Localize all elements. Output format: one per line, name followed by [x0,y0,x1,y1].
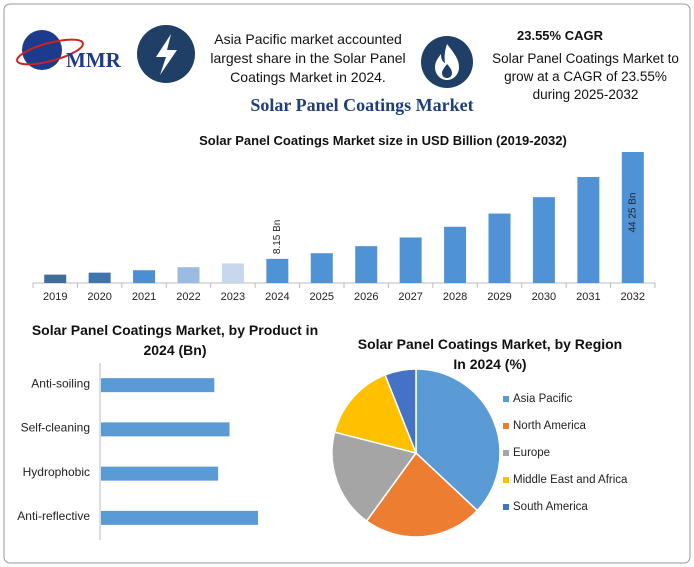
x-tick-label: 2025 [310,291,334,303]
x-tick-label: 2024 [265,291,289,303]
bar [101,466,219,481]
pie-slice [415,368,501,512]
x-tick-label: 2021 [132,291,156,303]
legend-label: Europe [513,447,550,459]
legend-swatch [503,450,509,456]
bar [177,267,200,283]
cagr-title: 23.55% CAGR [517,28,603,43]
bar [399,237,422,283]
x-tick-label: 2020 [87,291,111,303]
legend-swatch [503,504,509,510]
frame [3,3,691,564]
x-tick-label: 2032 [621,291,645,303]
bar-chart-title: Solar Panel Coatings Market size in USD … [199,133,567,148]
logo-text: MMR [66,48,122,72]
bar [266,258,289,283]
value-label: 8.15 Bn [272,220,283,254]
y-tick-label: Anti-soiling [31,376,90,390]
x-tick-label: 2022 [176,291,200,303]
pie-slice [333,373,418,455]
x-tick-label: 2023 [221,291,245,303]
logo: MMR [16,30,122,72]
legend-swatch [503,477,509,483]
pie-slice [331,431,418,523]
legend-swatch [503,423,509,429]
bar [577,176,600,283]
x-tick-label: 2029 [487,291,511,303]
pie-slice [365,451,479,538]
bar [621,152,644,283]
bar [221,263,244,283]
bolt-icon [137,25,195,83]
x-tick-label: 2027 [398,291,422,303]
y-tick-label: Anti-reflective [17,509,90,523]
x-tick-label: 2019 [43,291,67,303]
bar [101,422,230,437]
y-tick-label: Self-cleaning [21,421,90,435]
y-tick-label: Hydrophobic [23,465,90,479]
x-tick-label: 2031 [576,291,600,303]
bar [44,274,67,283]
pie-slice [384,368,417,454]
legend-label: Asia Pacific [513,393,573,405]
legend-label: Middle East and Africa [513,474,628,486]
bar [88,272,111,283]
x-tick-label: 2026 [354,291,378,303]
bar [488,213,511,283]
bar [101,510,258,525]
bar [101,378,215,393]
bar [310,253,333,283]
bar [444,226,467,283]
legend-swatch [503,396,509,402]
x-tick-label: 2030 [532,291,556,303]
main-title: Solar Panel Coatings Market [250,95,474,115]
bar [133,270,156,283]
flame-icon [421,36,473,88]
legend-label: North America [513,420,586,432]
cagr-text: Solar Panel Coatings Market to grow at a… [492,51,679,102]
product-chart-title: Solar Panel Coatings Market, by Product … [31,322,319,358]
bar [355,246,378,283]
region-chart-title: Solar Panel Coatings Market, by Region I… [357,336,623,372]
bar [532,197,555,283]
value-label: 44 25 Bn [627,192,638,232]
x-tick-label: 2028 [443,291,467,303]
legend-label: South America [513,501,588,513]
share-text: Asia Pacific market accounted largest sh… [210,31,406,85]
